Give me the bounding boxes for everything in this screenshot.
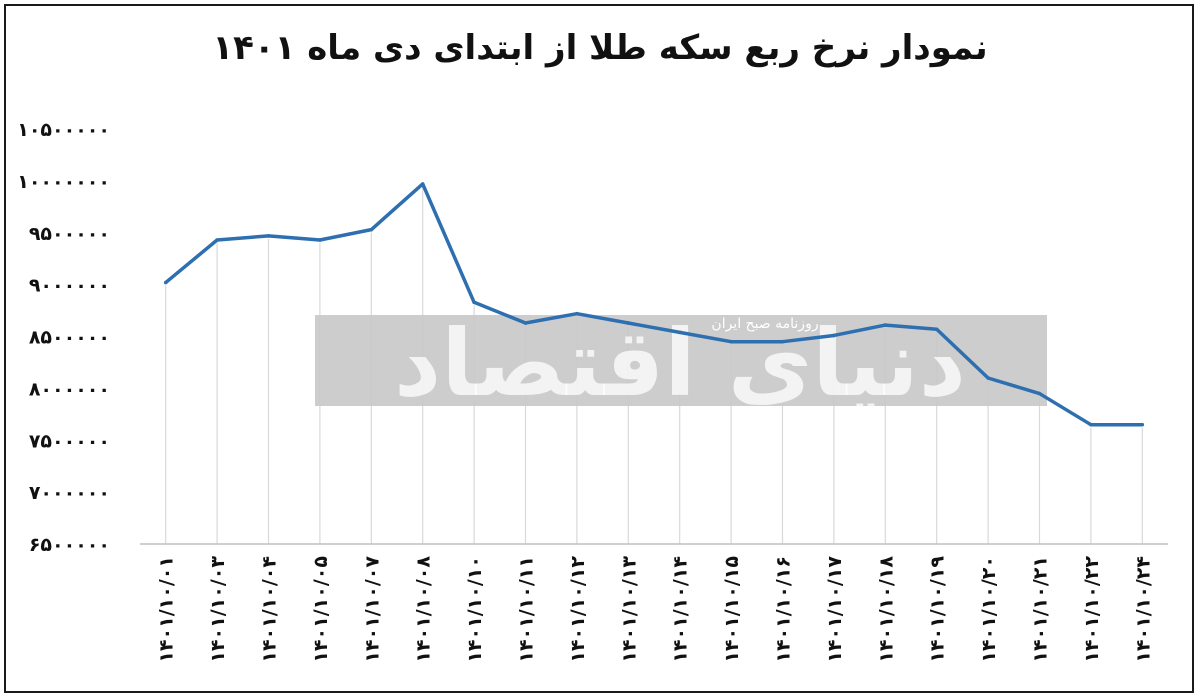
watermark-subtext: روزنامه صبح ایران: [711, 316, 818, 332]
y-tick-label: ۹۰۰۰۰۰۰: [29, 275, 110, 297]
data-point: [729, 339, 733, 344]
x-tick-label: ۱۴۰۱/۱۰/۱۴: [670, 556, 692, 663]
data-point: [883, 323, 888, 327]
x-tick-label: ۱۴۰۱/۱۰/۲۱: [1030, 556, 1052, 663]
x-tick-label: ۱۴۰۱/۱۰/۱۹: [927, 556, 949, 663]
y-tick-label: ۸۵۰۰۰۰۰: [29, 327, 110, 349]
data-point: [677, 330, 682, 335]
watermark: دنیای اقتصاد روزنامه صبح ایران: [315, 310, 1047, 417]
data-point: [163, 280, 168, 285]
data-point: [1037, 391, 1042, 396]
x-tick-label: ۱۴۰۱/۱۰/۰۷: [361, 556, 383, 663]
x-tick-label: ۱۴۰۱/۱۰/۱۲: [567, 556, 589, 663]
x-tick-label: ۱۴۰۱/۱۰/۱۸: [875, 556, 897, 663]
x-tick-label: ۱۴۰۱/۱۰/۰۴: [259, 556, 281, 663]
data-point: [523, 321, 528, 325]
watermark-band: [315, 315, 1047, 406]
data-point: [986, 376, 990, 380]
data-point: [934, 327, 939, 332]
data-point: [215, 238, 219, 242]
x-tick-label: ۱۴۰۱/۱۰/۱۷: [824, 556, 846, 663]
y-tick-label: ۶۵۰۰۰۰۰: [29, 534, 110, 556]
data-point: [472, 300, 476, 305]
x-tick-label: ۱۴۰۱/۱۰/۰۳: [207, 556, 229, 663]
y-tick-label: ۱۰۵۰۰۰۰۰: [17, 119, 110, 141]
data-point: [575, 311, 579, 316]
data-point: [420, 182, 425, 186]
data-point: [780, 339, 785, 344]
data-point: [1140, 422, 1145, 427]
y-tick-label: ۱۰۰۰۰۰۰۰: [17, 171, 110, 193]
x-tick-label: ۱۴۰۱/۱۰/۰۱: [156, 556, 178, 663]
x-tick-label: ۱۴۰۱/۱۰/۰۵: [310, 556, 332, 663]
data-point: [1089, 422, 1093, 427]
x-tick-label: ۱۴۰۱/۱۰/۱۱: [516, 556, 538, 663]
data-point: [626, 321, 631, 325]
y-tick-label: ۸۰۰۰۰۰۰: [29, 378, 110, 400]
x-tick-label: ۱۴۰۱/۱۰/۰۸: [413, 556, 435, 663]
data-point: [369, 227, 374, 232]
x-tick-label: ۱۴۰۱/۱۰/۱۵: [721, 556, 743, 663]
x-tick-label: ۱۴۰۱/۱۰/۱۳: [618, 556, 640, 663]
y-axis-ticks: ۱۰۵۰۰۰۰۰ ۱۰۰۰۰۰۰۰ ۹۵۰۰۰۰۰ ۹۰۰۰۰۰۰ ۸۵۰۰۰۰۰ ۸۰۰…: [17, 119, 110, 556]
y-tick-label: ۹۵۰۰۰۰۰: [29, 223, 110, 245]
x-tick-label: ۱۴۰۱/۱۰/۲۴: [1132, 556, 1154, 663]
data-point: [266, 234, 271, 238]
data-point: [318, 238, 322, 242]
x-tick-label: ۱۴۰۱/۱۰/۲۰: [978, 556, 1000, 663]
x-tick-label: ۱۴۰۱/۱۰/۱۶: [773, 556, 795, 663]
y-tick-label: ۷۰۰۰۰۰۰: [29, 482, 110, 504]
y-tick-label: ۷۵۰۰۰۰۰: [29, 430, 110, 452]
x-axis-ticks: ۱۴۰۱/۱۰/۰۱ ۱۴۰۱/۱۰/۰۳ ۱۴۰۱/۱۰/۰۴ ۱۴۰۱/۱۰/۰۵…: [156, 556, 1155, 663]
chart-title: نمودار نرخ ربع سکه طلا از ابتدای دی ماه …: [212, 28, 988, 68]
x-tick-label: ۱۴۰۱/۱۰/۱۰: [464, 556, 486, 663]
series-line-group: [163, 182, 1145, 427]
series-line: [164, 182, 1143, 427]
x-tick-label: ۱۴۰۱/۱۰/۲۲: [1081, 556, 1103, 663]
data-point: [832, 333, 836, 338]
